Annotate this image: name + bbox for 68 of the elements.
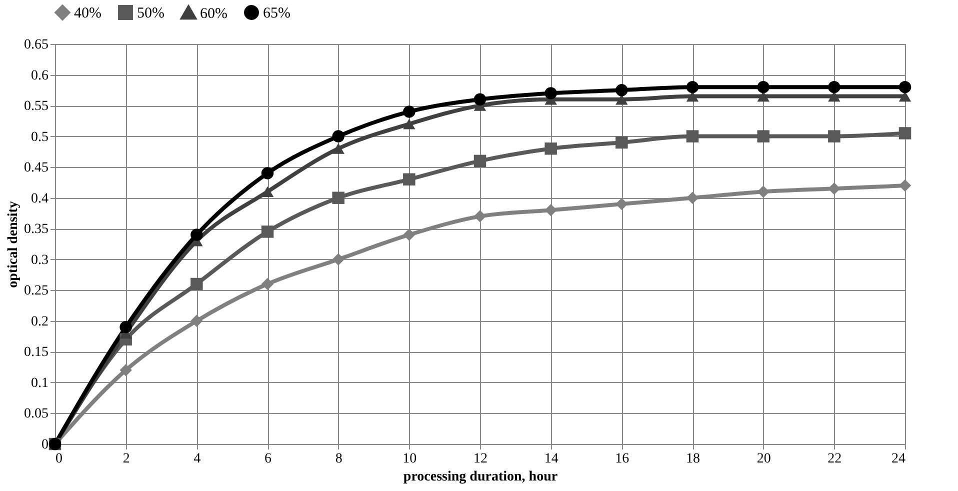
x-tick-label: 6 (264, 452, 272, 466)
x-tick-label: 22 (828, 452, 842, 466)
point (474, 210, 486, 222)
point (403, 228, 416, 241)
x-tick-label: 14 (544, 452, 558, 466)
point (190, 278, 203, 290)
point (332, 192, 344, 204)
point (474, 154, 486, 168)
y-tick-label: 0.1 (31, 376, 48, 391)
y-tick-label: 0.5 (31, 130, 48, 145)
x-axis-title: processing duration, hour (403, 470, 558, 484)
legend-label: 65% (263, 6, 290, 22)
point (403, 106, 416, 118)
y-tick-label: 0 (42, 438, 48, 452)
point (332, 130, 344, 142)
point (403, 173, 416, 186)
y-tick-label: 0.05 (24, 406, 48, 422)
y-tick-label: 0.45 (24, 160, 48, 176)
point (757, 80, 770, 94)
point (474, 93, 486, 106)
x-tick-label: 8 (335, 452, 342, 466)
point (616, 84, 628, 96)
x-tick-label: 4 (194, 452, 201, 466)
x-tick-label: 12 (474, 452, 488, 466)
y-tick-label: 0.6 (31, 68, 48, 84)
point (544, 87, 557, 100)
y-tick-label: 0.4 (31, 191, 48, 206)
y-axis-title: optical density (6, 201, 21, 288)
point (828, 182, 840, 195)
point (261, 226, 274, 238)
y-tick-label: 0.2 (31, 314, 48, 330)
legend-label: 50% (137, 6, 164, 22)
point (616, 136, 628, 149)
x-tick-label: 16 (615, 452, 630, 466)
point (686, 80, 699, 94)
x-tick-label: 18 (686, 452, 700, 466)
point (120, 320, 132, 334)
x-tick-label: 20 (756, 452, 771, 466)
legend-label: 60% (200, 6, 228, 22)
point (828, 80, 840, 94)
point (190, 314, 203, 328)
point (261, 278, 274, 290)
point (332, 143, 344, 154)
point (544, 142, 557, 155)
y-tick-label: 0.25 (24, 284, 48, 299)
y-tick-label: 0.65 (24, 38, 48, 52)
point (686, 130, 699, 142)
point (898, 80, 912, 94)
point (261, 167, 274, 180)
point (190, 228, 203, 241)
y-tick-label: 0.3 (31, 252, 48, 268)
point (120, 364, 132, 376)
x-tick-label: 10 (402, 452, 417, 466)
x-tick-label: 0 (56, 452, 62, 466)
point (616, 198, 628, 210)
x-tick-label: 24 (892, 452, 906, 466)
point (403, 118, 416, 130)
legend-label: 40% (74, 6, 102, 22)
point (544, 204, 557, 216)
point (828, 130, 840, 142)
point (757, 130, 770, 142)
x-tick-label: 2 (122, 452, 130, 466)
y-tick-label: 0.35 (24, 222, 48, 238)
point (332, 253, 344, 266)
y-tick-label: 0.15 (24, 345, 48, 360)
y-tick-label: 0.55 (24, 99, 48, 114)
point (898, 127, 912, 140)
point (686, 192, 699, 204)
